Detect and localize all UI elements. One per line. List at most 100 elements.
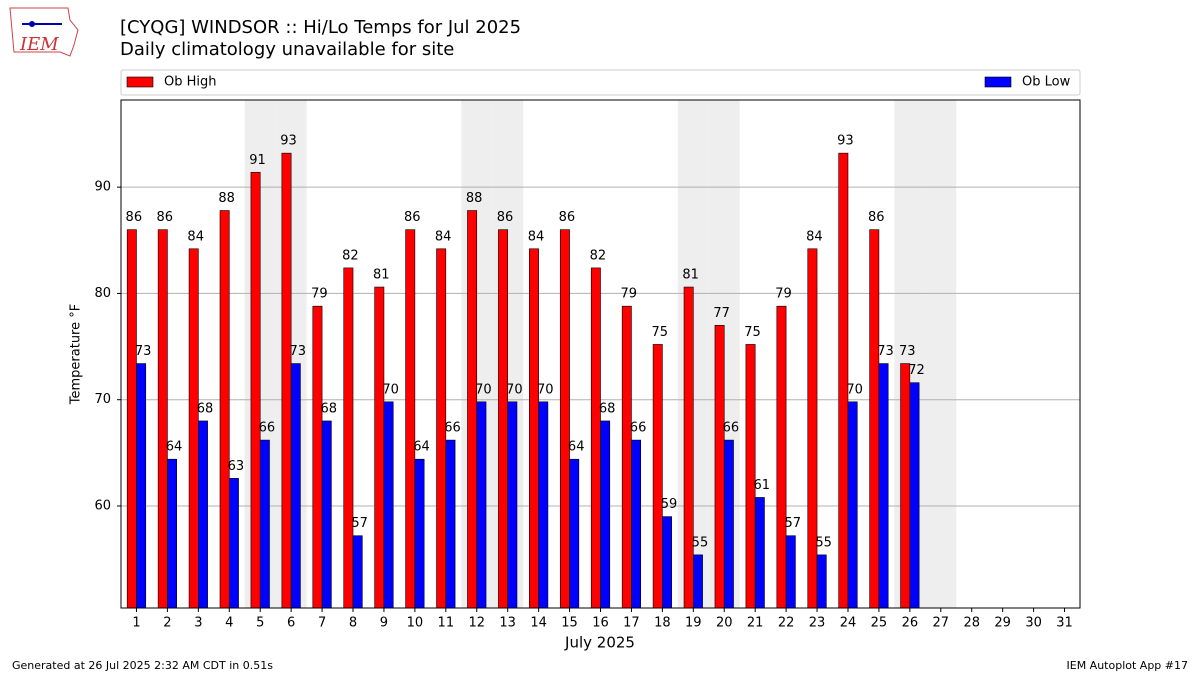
- bar: [776, 305, 787, 609]
- value-label: 57: [351, 516, 368, 531]
- value-label: 64: [166, 440, 183, 455]
- legend-swatch: [984, 76, 1012, 88]
- x-tick-label: 17: [623, 616, 640, 631]
- bar: [683, 286, 694, 609]
- bar: [250, 171, 261, 609]
- bar: [909, 382, 920, 609]
- value-label: 61: [754, 478, 771, 493]
- bar: [352, 535, 363, 609]
- value-label: 81: [682, 268, 699, 283]
- x-tick-label: 4: [225, 616, 233, 631]
- value-label: 91: [249, 153, 266, 168]
- value-label: 73: [135, 344, 152, 359]
- value-label: 84: [187, 229, 204, 244]
- value-label: 86: [404, 210, 421, 225]
- value-label: 70: [846, 382, 863, 397]
- bar: [476, 401, 487, 609]
- x-tick-label: 2: [163, 616, 171, 631]
- value-label: 79: [775, 287, 792, 302]
- value-label: 84: [435, 229, 452, 244]
- bar: [405, 229, 416, 609]
- x-tick-label: 8: [349, 616, 357, 631]
- x-tick-label: 12: [468, 616, 485, 631]
- bar: [847, 401, 858, 609]
- bar: [167, 458, 177, 609]
- value-label: 93: [280, 134, 297, 149]
- value-label: 64: [568, 440, 585, 455]
- value-label: 86: [868, 210, 885, 225]
- bar: [321, 420, 332, 609]
- bar: [754, 497, 765, 609]
- value-label: 55: [815, 535, 832, 550]
- x-tick-label: 16: [592, 616, 609, 631]
- x-tick-label: 26: [902, 616, 919, 631]
- value-label: 86: [497, 210, 514, 225]
- value-label: 86: [156, 210, 173, 225]
- x-tick-label: 15: [561, 616, 578, 631]
- x-tick-label: 1: [132, 616, 140, 631]
- x-axis-label: July 2025: [564, 634, 635, 652]
- value-label: 66: [259, 421, 276, 436]
- value-label: 75: [744, 325, 761, 340]
- bar: [374, 286, 385, 609]
- x-tick-label: 31: [1056, 616, 1073, 631]
- bar: [600, 420, 611, 609]
- footer-right: IEM Autoplot App #17: [1067, 659, 1189, 672]
- value-label: 73: [290, 344, 307, 359]
- x-tick-label: 14: [530, 616, 547, 631]
- bar: [157, 229, 168, 609]
- value-label: 75: [651, 325, 668, 340]
- value-label: 88: [466, 191, 483, 206]
- value-label: 68: [599, 401, 616, 416]
- x-tick-label: 27: [933, 616, 950, 631]
- value-label: 57: [784, 516, 801, 531]
- value-label: 59: [661, 497, 678, 512]
- value-label: 68: [197, 401, 214, 416]
- logo-text: IEM: [19, 34, 59, 55]
- value-label: 88: [218, 191, 235, 206]
- value-label: 70: [506, 382, 523, 397]
- x-tick-label: 20: [716, 616, 733, 631]
- x-tick-label: 9: [380, 616, 388, 631]
- bar: [445, 439, 456, 609]
- bar: [693, 554, 703, 609]
- bar: [188, 248, 199, 609]
- bar: [723, 439, 734, 609]
- footer-left: Generated at 26 Jul 2025 2:32 AM CDT in …: [12, 659, 273, 672]
- bar: [414, 458, 425, 609]
- bar: [498, 229, 508, 609]
- value-label: 82: [590, 248, 607, 263]
- value-label: 66: [630, 421, 647, 436]
- bar: [745, 344, 756, 609]
- bar: [621, 305, 632, 609]
- bar: [290, 363, 301, 609]
- x-tick-label: 30: [1025, 616, 1042, 631]
- bar: [343, 267, 354, 609]
- value-label: 79: [311, 287, 328, 302]
- bar: [228, 478, 239, 609]
- x-tick-label: 13: [499, 616, 516, 631]
- bar: [662, 516, 672, 609]
- x-tick-label: 23: [809, 616, 826, 631]
- bar: [136, 363, 147, 609]
- bar: [714, 325, 725, 609]
- bar: [383, 401, 394, 609]
- legend-box: [120, 69, 1081, 96]
- chart-title: [CYQG] WINDSOR :: Hi/Lo Temps for Jul 20…: [120, 17, 521, 38]
- x-tick-label: 10: [407, 616, 424, 631]
- value-label: 70: [537, 382, 554, 397]
- value-label: 86: [559, 210, 576, 225]
- bar: [838, 152, 849, 609]
- value-label: 63: [228, 459, 245, 474]
- x-tick-label: 29: [994, 616, 1011, 631]
- legend-label: Ob High: [164, 75, 217, 90]
- value-label: 77: [713, 306, 730, 321]
- bar: [259, 439, 270, 609]
- value-label: 86: [126, 210, 143, 225]
- bar: [900, 363, 911, 609]
- x-tick-label: 18: [654, 616, 671, 631]
- y-tick-label: 90: [94, 180, 111, 195]
- logo-dot: [29, 21, 35, 27]
- value-label: 72: [908, 363, 925, 378]
